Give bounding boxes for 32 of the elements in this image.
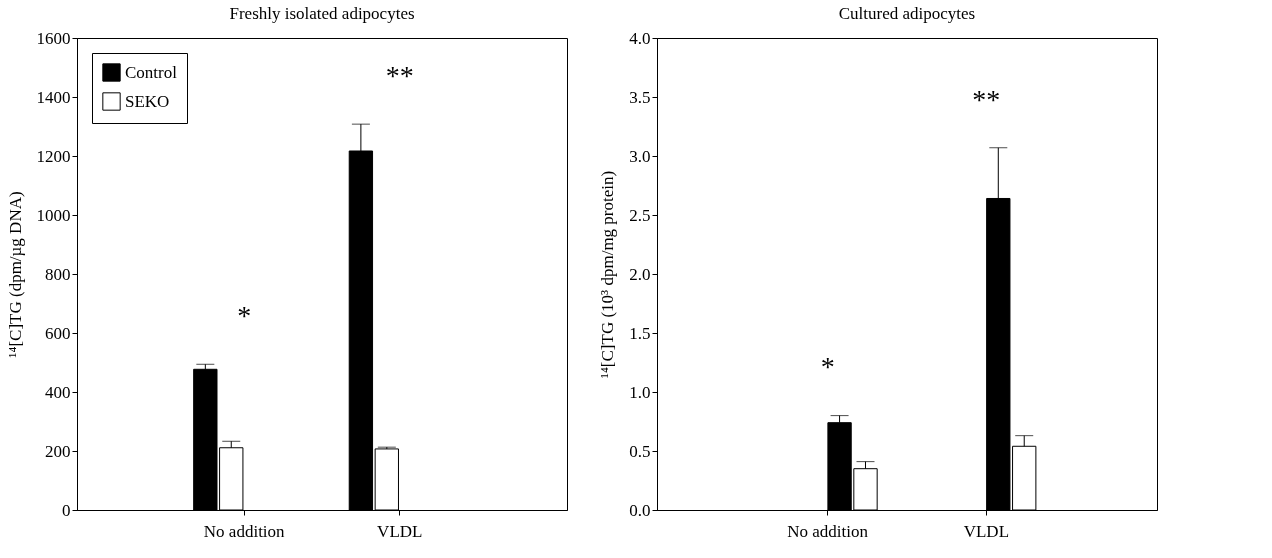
y-axis-title: ¹⁴[C]TG (dpm/µg DNA) <box>5 191 25 358</box>
y-tick-label: 3.0 <box>629 146 651 166</box>
y-tick-label: 1.0 <box>629 382 651 402</box>
y-tick-label: 1400 <box>36 87 71 107</box>
y-tick-label: 600 <box>45 323 71 343</box>
y-tick-label: 1200 <box>36 146 71 166</box>
y-tick-label: 2.5 <box>629 205 651 225</box>
x-tick-label: VLDL <box>377 521 423 541</box>
y-tick-label: 1600 <box>36 28 71 48</box>
y-tick-label: 2.0 <box>629 264 651 284</box>
annotation: * <box>237 300 252 332</box>
chart-title: Freshly isolated adipocytes <box>229 4 415 23</box>
legend-label: Control <box>125 62 178 82</box>
legend-label: SEKO <box>125 91 170 111</box>
annotation: * <box>820 351 835 383</box>
y-tick-label: 0.0 <box>629 500 651 520</box>
annotation: ** <box>385 59 414 91</box>
y-tick-label: 800 <box>45 264 71 284</box>
y-tick-label: 200 <box>45 441 71 461</box>
y-tick-label: 400 <box>45 382 71 402</box>
y-tick-label: 0.5 <box>629 441 651 461</box>
y-tick-label: 4.0 <box>629 28 651 48</box>
x-tick-label: No addition <box>787 521 869 541</box>
y-tick-label: 0 <box>62 500 71 520</box>
y-tick-label: 1000 <box>36 205 71 225</box>
chart-title: Cultured adipocytes <box>838 4 976 23</box>
x-tick-label: VLDL <box>963 521 1010 541</box>
y-tick-label: 3.5 <box>629 87 651 107</box>
y-axis-title: ¹⁴[C]TG (10³ dpm/mg protein) <box>598 170 618 379</box>
y-tick-label: 1.5 <box>629 323 651 343</box>
annotation: ** <box>972 83 1001 115</box>
x-tick-label: No addition <box>203 521 286 541</box>
